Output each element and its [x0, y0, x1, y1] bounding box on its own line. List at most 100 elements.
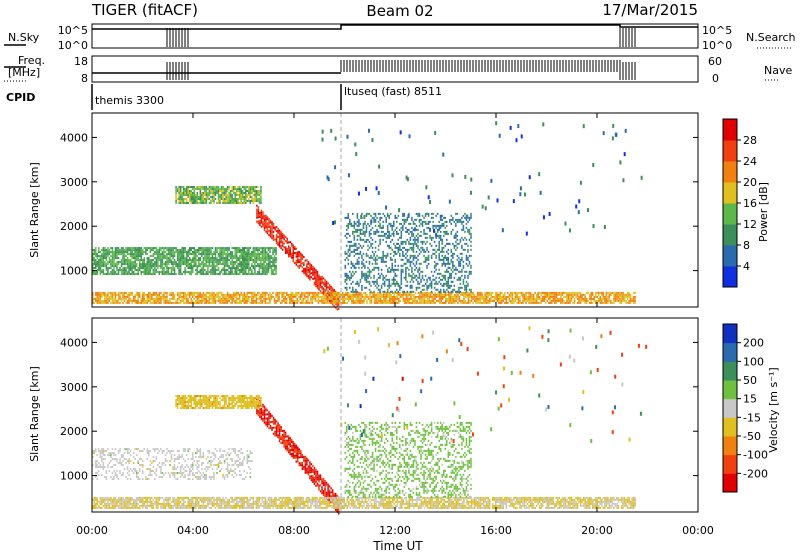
range-cell	[410, 298, 412, 300]
range-cell	[274, 227, 276, 229]
range-cell	[383, 294, 385, 296]
range-cell	[257, 273, 259, 275]
range-cell	[289, 302, 291, 304]
range-cell	[242, 247, 244, 249]
range-cell	[498, 298, 500, 300]
range-cell	[142, 265, 144, 267]
range-cell	[240, 202, 242, 204]
range-cell	[169, 300, 171, 302]
range-cell	[166, 259, 168, 261]
range-cell	[438, 281, 440, 283]
range-cell	[428, 294, 430, 296]
range-cell	[435, 251, 437, 253]
range-cell	[159, 292, 161, 294]
range-cell	[95, 259, 97, 261]
range-cell	[440, 296, 442, 298]
range-cell	[124, 259, 126, 261]
range-cell	[432, 253, 434, 255]
range-cell	[367, 223, 369, 225]
range-cell	[333, 300, 335, 302]
range-cell	[216, 190, 218, 192]
range-cell	[385, 237, 387, 239]
range-cell	[201, 202, 203, 204]
range-cell	[213, 198, 215, 200]
range-cell	[207, 253, 209, 255]
range-cell	[203, 192, 205, 194]
range-cell	[378, 300, 380, 302]
range-cell	[402, 265, 404, 267]
range-cell	[416, 267, 418, 269]
range-cell	[353, 296, 355, 298]
range-cell	[413, 247, 415, 249]
range-cell	[168, 247, 170, 249]
range-cell	[222, 300, 224, 302]
range-cell	[551, 302, 553, 304]
range-cell	[215, 194, 217, 196]
range-cell	[439, 302, 441, 304]
range-cell	[339, 292, 341, 294]
range-cell	[378, 225, 380, 227]
range-cell	[100, 265, 102, 267]
range-cell	[481, 292, 483, 294]
range-cell	[566, 296, 568, 298]
range-cell	[367, 271, 369, 273]
range-cell	[399, 255, 401, 257]
range-cell	[410, 275, 412, 277]
range-cell	[490, 300, 492, 302]
range-cell	[393, 298, 395, 300]
range-cell	[586, 298, 588, 300]
range-cell	[144, 265, 146, 267]
range-cell	[316, 300, 318, 302]
range-cell	[215, 261, 217, 263]
range-cell	[590, 302, 592, 304]
range-cell	[376, 281, 378, 283]
range-cell	[174, 263, 176, 265]
range-cell	[159, 294, 161, 296]
range-cell	[109, 257, 111, 259]
range-cell	[240, 196, 242, 198]
range-cell	[312, 266, 314, 268]
range-cell	[258, 206, 260, 208]
range-cell	[195, 269, 197, 271]
range-cell	[189, 267, 191, 269]
range-cell	[440, 225, 442, 227]
range-cell	[228, 267, 230, 269]
range-cell	[224, 247, 226, 249]
range-cell	[428, 223, 430, 225]
range-cell	[178, 188, 180, 190]
range-cell	[190, 259, 192, 261]
range-cell	[165, 251, 167, 253]
range-cell	[394, 291, 396, 293]
range-cell	[406, 300, 408, 302]
range-cell	[216, 269, 218, 271]
range-cell	[396, 243, 398, 245]
range-cell	[345, 253, 347, 255]
range-cell	[540, 298, 542, 300]
range-cell	[112, 302, 114, 304]
range-cell	[207, 302, 209, 304]
range-cell	[364, 221, 366, 223]
range-cell	[97, 296, 99, 298]
range-cell	[244, 196, 246, 198]
range-cell	[391, 249, 393, 251]
range-cell	[256, 198, 258, 200]
range-cell	[556, 292, 558, 294]
range-cell	[318, 298, 320, 300]
range-cell	[308, 275, 310, 277]
range-cell	[140, 267, 142, 269]
range-cell	[206, 255, 208, 257]
range-cell	[221, 300, 223, 302]
range-cell	[172, 296, 174, 298]
range-cell	[168, 271, 170, 273]
range-cell	[115, 292, 117, 294]
range-cell	[379, 291, 381, 293]
range-cell	[101, 302, 103, 304]
range-cell	[373, 281, 375, 283]
range-cell	[207, 198, 209, 200]
range-cell	[431, 281, 433, 283]
range-cell	[501, 292, 503, 294]
range-cell	[285, 252, 287, 254]
range-cell	[497, 300, 499, 302]
range-cell	[236, 273, 238, 275]
range-cell	[355, 289, 357, 291]
